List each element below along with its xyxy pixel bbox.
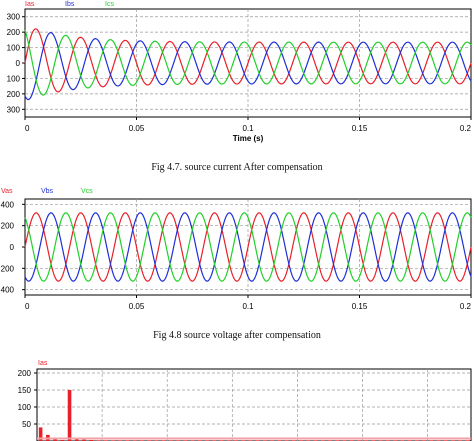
- chart1-x-tick-label: 0.15: [352, 302, 368, 311]
- chart0-y-tick-label: 300: [7, 13, 21, 22]
- chart1-series-vas-line: [24, 212, 472, 282]
- chart1-series-vcs-line: [24, 212, 472, 282]
- chart1-y-tick-label: 400: [1, 200, 15, 209]
- chart1-series-vbs-line: [24, 212, 472, 282]
- caption-source-current: Fig 4.7. source current After compensati…: [151, 162, 323, 173]
- chart0-series-ias-line: [24, 28, 472, 93]
- chart0-x-tick-label: 0.1: [242, 124, 254, 133]
- chart1-y-tick-label: 200: [1, 264, 15, 273]
- chart0-series-ibs-line: [24, 32, 472, 101]
- chart1-y-tick-label: 400: [1, 286, 15, 295]
- chart0-x-tick-label: 0.05: [129, 124, 145, 133]
- chart0-x-axis-label: Time (s): [233, 134, 264, 143]
- chart0-x-tick-label: 0.2: [460, 124, 472, 133]
- chart0-x-tick-label: 0: [25, 124, 30, 133]
- chart0-y-tick-label: 200: [7, 28, 21, 37]
- chart2-y-tick-label: 150: [18, 386, 32, 395]
- chart0-legend-ics: Ics: [105, 1, 114, 8]
- chart0-x-tick-label: 0.15: [352, 124, 368, 133]
- chart1-legend-vcs: Vcs: [81, 188, 93, 195]
- plot-area-2: [36, 368, 472, 441]
- chart0-legend-ibs: Ibs: [65, 1, 75, 8]
- caption-source-voltage: Fig 4.8 source voltage after compensatio…: [153, 330, 321, 341]
- chart1-x-tick-label: 0.1: [242, 302, 254, 311]
- chart1-x-tick-label: 0.05: [129, 302, 145, 311]
- chart1-x-tick-label: 0.2: [460, 302, 472, 311]
- chart0-series-ics-line: [24, 30, 472, 96]
- chart2-y-tick-label: 100: [18, 403, 32, 412]
- chart0-y-tick-label: 100: [7, 74, 21, 83]
- chart2-y-tick-label: 50: [22, 420, 31, 429]
- chart0-y-tick-label: 100: [7, 44, 21, 53]
- chart0-y-tick-label: 300: [7, 105, 21, 114]
- chart2-legend-ias: Ias: [38, 360, 48, 367]
- chart1-y-tick-label: 0: [10, 243, 15, 252]
- chart1-x-tick-label: 0: [25, 302, 30, 311]
- chart1-legend-vas: Vas: [1, 188, 13, 195]
- chart1-y-tick-label: 200: [1, 222, 15, 231]
- chart0-y-tick-label: 0: [16, 59, 21, 68]
- chart1-legend-vbs: Vbs: [41, 188, 54, 195]
- chart0-legend-ias: Ias: [25, 1, 35, 8]
- chart0-y-tick-label: 200: [7, 90, 21, 99]
- chart2-y-tick-label: 200: [18, 369, 32, 378]
